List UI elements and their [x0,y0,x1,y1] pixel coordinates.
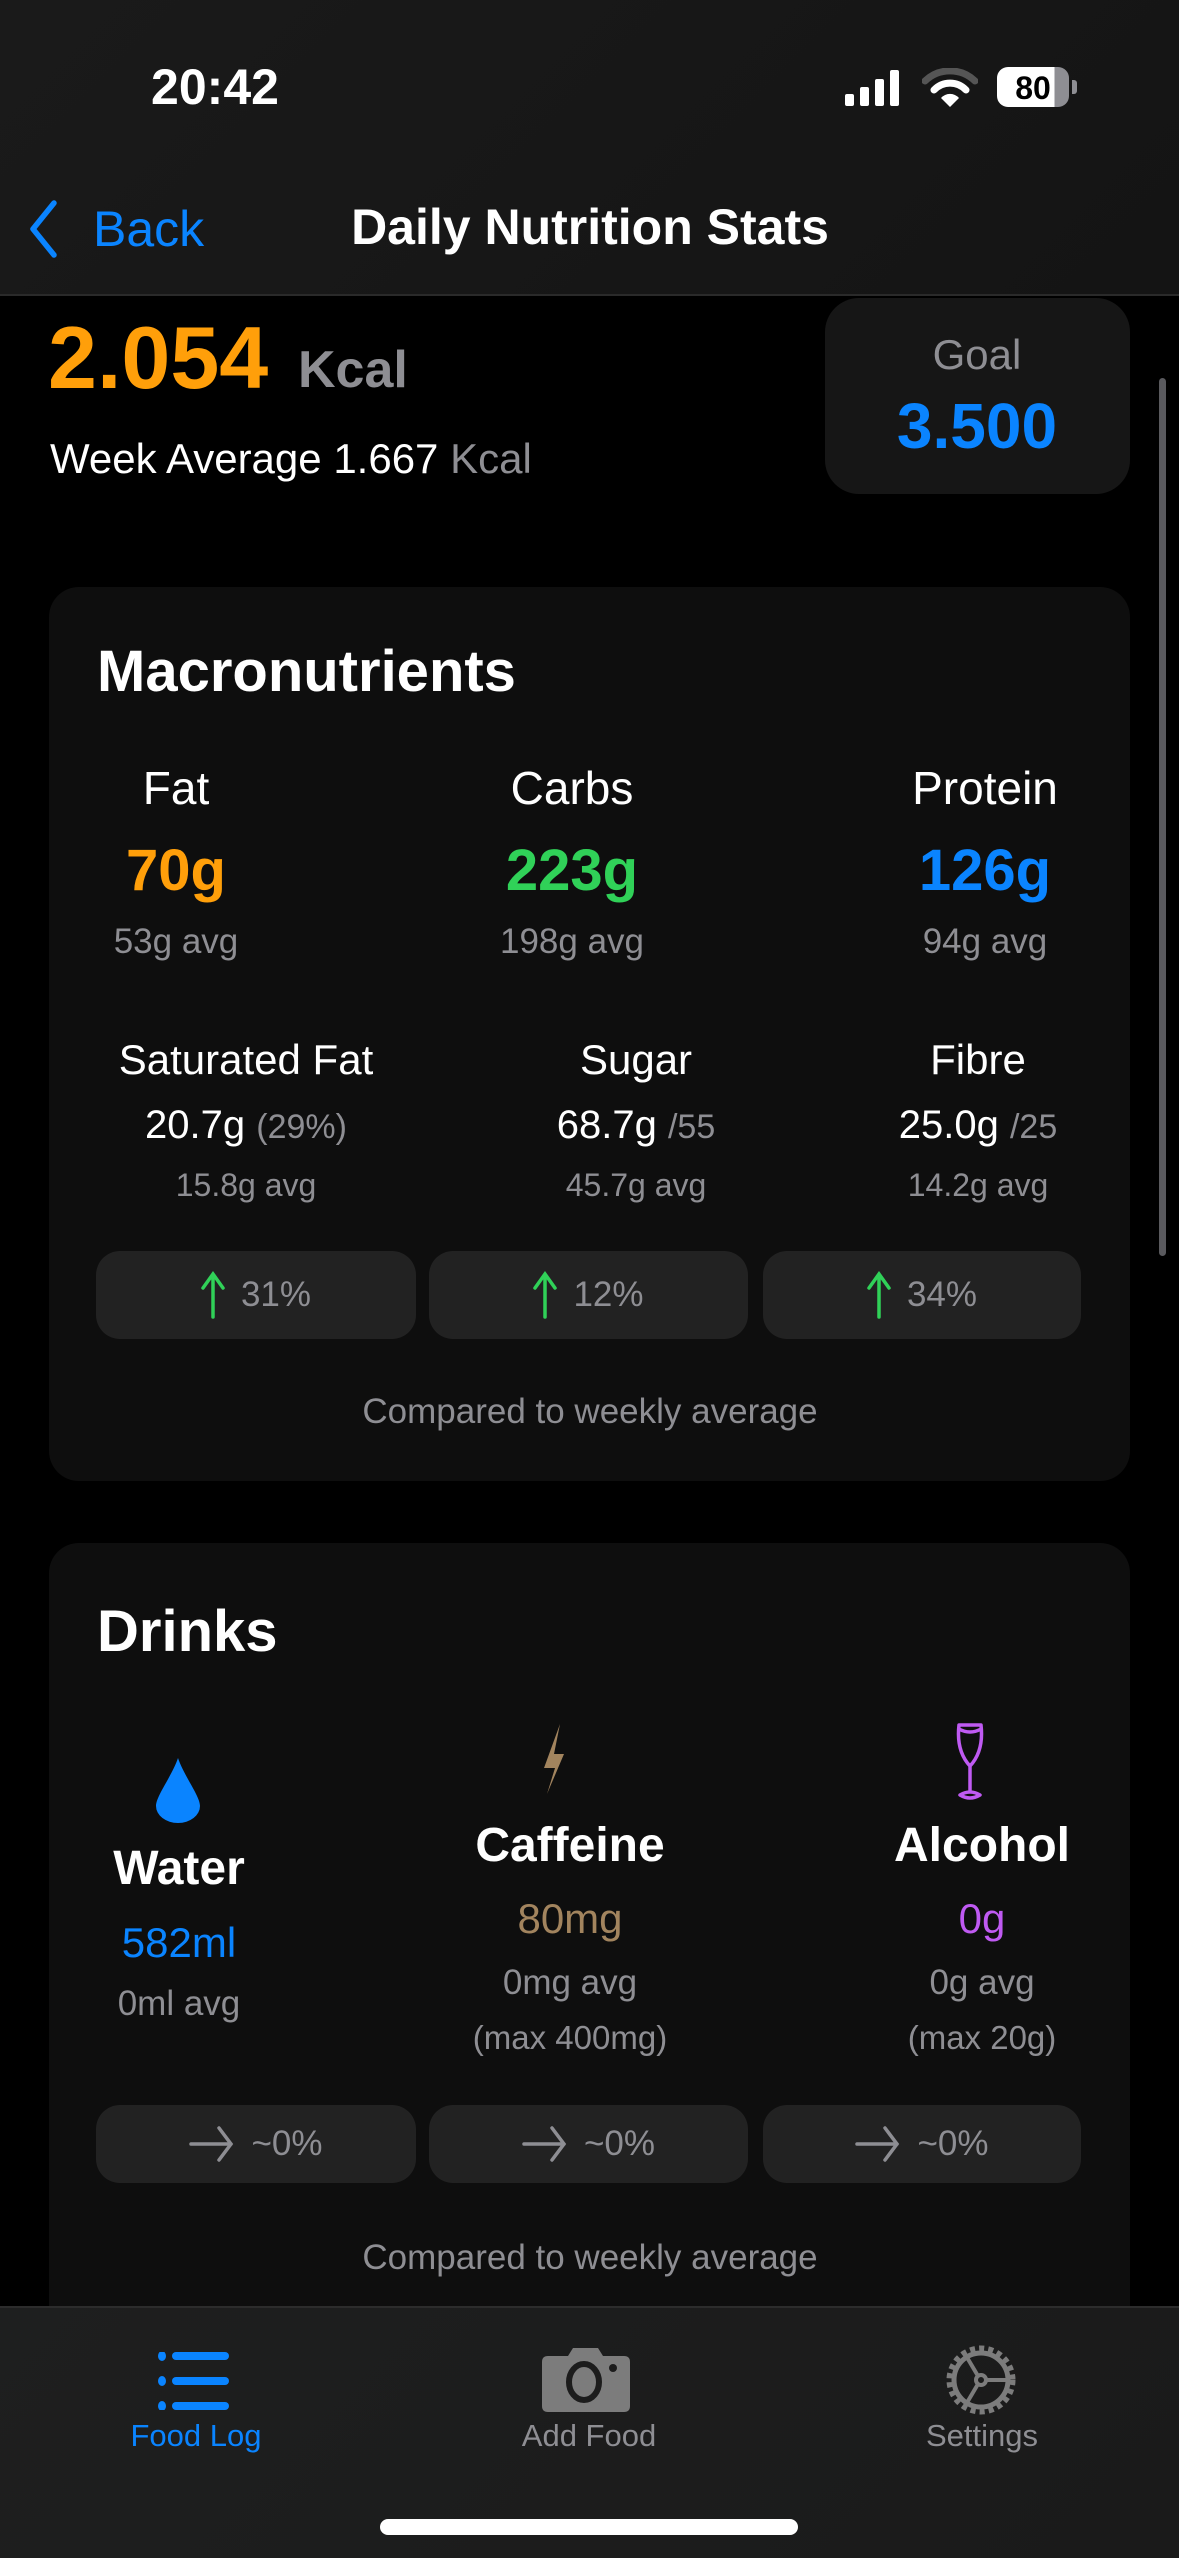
arrow-up-icon [533,1271,558,1319]
macro-avg: 53g avg [113,922,239,961]
sub-label: Saturated Fat [118,1036,374,1083]
top-bar: 20:42 80 Back Daily Nutrition Stats [0,0,1179,296]
macro-avg: 94g avg [922,922,1048,961]
macro-value: 126g [918,838,1052,903]
card-title: Macronutrients [97,639,516,704]
change-pill: ~0% [429,2105,748,2183]
macro-avg: 198g avg [499,922,645,961]
macro-value: 223g [505,838,639,903]
battery-tip [1072,80,1077,94]
drink-value: 0g [958,1895,1006,1942]
arrow-right-icon [189,2126,234,2162]
drinks-card: Drinks Water 582ml 0ml avg Caffeine 80mg… [49,1543,1130,2443]
sub-value: 20.7g (29%) [145,1105,347,1145]
tab-settings[interactable]: Settings [786,2308,1179,2508]
sub-avg: 15.8g avg [175,1167,317,1203]
change-value: 12% [573,1275,644,1314]
drink-max: (max 20g) [907,2019,1057,2056]
drink-label: Caffeine [475,1819,665,1872]
card-title: Drinks [97,1599,278,1664]
gear-icon [946,2345,1016,2415]
macro-label: Fat [142,762,210,814]
tab-add-food[interactable]: Add Food [393,2308,786,2508]
change-pill: ~0% [96,2105,416,2183]
wifi-icon [922,68,978,107]
arrow-right-icon [855,2126,900,2162]
change-value: 34% [906,1275,978,1314]
change-pill: 34% [763,1251,1081,1339]
sub-value-amount: 25.0g [898,1103,999,1147]
home-indicator [380,2519,798,2535]
drink-label: Water [113,1842,245,1895]
tab-food-log[interactable]: Food Log [0,2308,393,2508]
kcal-value: 2.054 [48,308,269,407]
macro-label: Carbs [510,762,634,814]
change-pill: 12% [429,1251,748,1339]
drink-value: 582ml [121,1919,237,1966]
drink-avg: 0g avg [929,1963,1035,2002]
chevron-left-icon [30,200,57,258]
sub-value: 25.0g /25 [899,1105,1058,1145]
back-label: Back [93,201,205,257]
sub-avg: 45.7g avg [565,1167,707,1203]
drink-avg: 0mg avg [502,1963,638,2002]
sub-avg: 14.2g avg [907,1167,1049,1203]
macro-value: 70g [126,838,226,903]
tab-label: Settings [925,2418,1039,2453]
drink-value: 80mg [517,1895,623,1942]
tab-label: Add Food [521,2418,657,2453]
water-drop-icon [156,1758,200,1823]
goal-box: Goal 3.500 [825,298,1130,494]
sub-value-extra: (29%) [256,1108,347,1146]
kcal-unit: Kcal [298,341,408,399]
sub-label: Sugar [579,1036,693,1083]
battery-level: 80 [1015,70,1051,106]
footnote: Compared to weekly average [362,2238,818,2277]
camera-icon [542,2348,630,2412]
footnote: Compared to weekly average [362,1392,818,1431]
drink-avg: 0ml avg [117,1984,241,2023]
sub-value-extra: /25 [1009,1108,1058,1146]
macro-label: Protein [912,762,1058,814]
goal-value: 3.500 [896,390,1058,462]
arrow-right-icon [522,2126,567,2162]
page-title: Daily Nutrition Stats [351,199,829,255]
sub-value: 68.7g /55 [557,1105,716,1145]
arrow-up-icon [867,1271,891,1319]
goal-label: Goal [932,331,1022,378]
list-icon [158,2352,229,2410]
back-button[interactable]: Back [20,190,220,265]
week-average: Week Average 1.667 Kcal [50,438,532,480]
drink-label: Alcohol [894,1819,1070,1872]
change-value: ~0% [917,2124,989,2163]
arrow-up-icon [201,1271,225,1319]
macronutrients-card: Macronutrients Fat 70g 53g avg Carbs 223… [49,587,1130,1481]
status-time: 20:42 [151,59,279,115]
change-value: ~0% [583,2124,656,2163]
scrollbar[interactable] [1159,378,1166,1256]
change-pill: 31% [96,1251,416,1339]
week-average-unit: Kcal [450,435,532,482]
drink-max: (max 400mg) [472,2019,668,2056]
sub-value-amount: 20.7g [145,1103,246,1147]
change-pill: ~0% [763,2105,1081,2183]
week-average-label: Week Average [50,435,322,482]
bolt-icon [544,1724,564,1794]
sub-value-amount: 68.7g [556,1103,657,1147]
wine-glass-icon [956,1723,984,1800]
signal-icon [845,70,899,106]
change-value: ~0% [251,2124,323,2163]
week-average-value: 1.667 [333,435,439,482]
change-value: 31% [240,1275,312,1314]
sub-value-extra: /55 [667,1108,716,1146]
sub-label: Fibre [930,1036,1026,1083]
tab-bar: Food Log Add Food Settings [0,2306,1179,2558]
tab-label: Food Log [130,2418,262,2453]
battery-icon: 80 [997,67,1069,107]
